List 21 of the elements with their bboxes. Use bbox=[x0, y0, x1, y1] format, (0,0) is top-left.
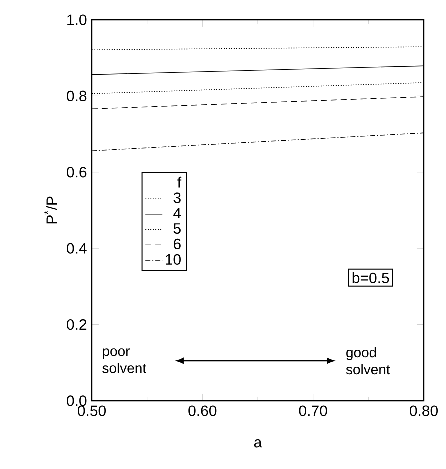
legend-label: 6 bbox=[174, 238, 181, 250]
legend-label: 10 bbox=[166, 254, 181, 265]
y-tick-label: 0.8 bbox=[67, 90, 87, 102]
y-tick-label: 0.0 bbox=[67, 396, 87, 406]
annotation: poor solvent bbox=[102, 348, 146, 374]
x-tick-label: 0.80 bbox=[410, 406, 438, 416]
y-tick-label: 1.0 bbox=[68, 14, 87, 26]
y-tick-label: 0.2 bbox=[67, 319, 87, 330]
x-axis-title: a bbox=[254, 440, 262, 448]
x-tick-label: 0.70 bbox=[299, 406, 328, 416]
annotation: b=0.5 bbox=[352, 272, 390, 284]
legend-label: 5 bbox=[174, 224, 181, 234]
legend-title: f bbox=[178, 176, 182, 188]
y-axis-title: P$^{*}$/P bbox=[44, 196, 58, 224]
y-tick-label: 0.4 bbox=[67, 243, 87, 254]
x-tick-label: 0.60 bbox=[188, 406, 217, 416]
x-tick-label: 0.50 bbox=[78, 406, 106, 416]
legend-label: 3 bbox=[174, 192, 181, 204]
y-tick-label: 0.6 bbox=[67, 167, 87, 178]
legend-label: 4 bbox=[174, 208, 182, 219]
annotation: good solvent bbox=[346, 347, 390, 375]
